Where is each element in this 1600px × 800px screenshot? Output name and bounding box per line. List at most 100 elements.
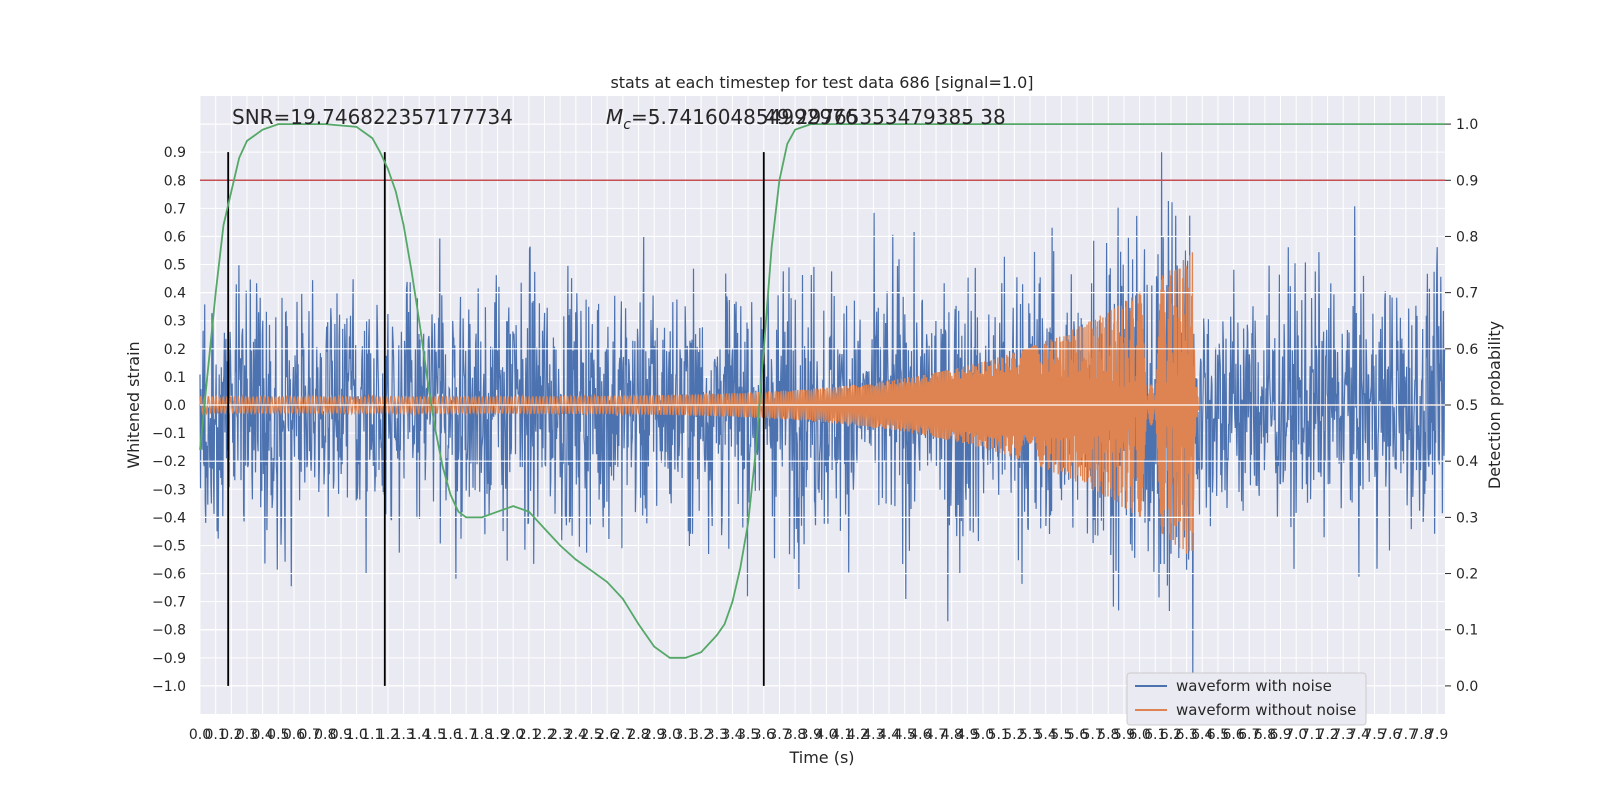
x-tick-label: 1.5 [424,727,446,743]
x-tick-label: 1.2 [377,727,399,743]
x-tick-label: 1.4 [408,727,430,743]
x-tick-label: 5.2 [1003,727,1025,743]
x-tick-label: 6.0 [1128,727,1150,743]
x-tick-label: 2.4 [565,727,587,743]
x-tick-label: 0.6 [283,727,305,743]
x-tick-label: 1.1 [361,727,383,743]
x-tick-label: 6.9 [1269,727,1291,743]
detection-probability-line [199,123,1445,659]
right-y-tick-label: 0.0 [1456,679,1478,695]
right-y-tick-label: 0.7 [1456,286,1478,302]
x-tick-label: 1.6 [439,727,461,743]
x-tick-label: 2.6 [596,727,618,743]
right-y-tick-label: 0.8 [1456,229,1478,245]
x-tick-label: 1.8 [471,727,493,743]
x-tick-label: 2.2 [533,727,555,743]
right-y-tick-label: 0.4 [1456,454,1478,470]
axis-ticks: −1.0 −0.9 −0.8 −0.7 −0.6 −0.5 −0.4 −0.3 −0.2 −0.1… [152,117,1478,743]
x-tick-label: 5.1 [988,727,1010,743]
y-tick-label: 0.0 [164,398,186,414]
mc-overlap-annotation: 49.29765353479385 38 [764,105,1006,129]
x-axis-label: Time (s) [788,748,854,767]
x-tick-label: 6.2 [1160,727,1182,743]
x-tick-label: 1.7 [455,727,477,743]
x-tick-label: 7.4 [1348,727,1370,743]
mc-symbol: M [606,105,623,129]
overlay-lines [199,123,1445,686]
x-tick-label: 1.3 [392,727,414,743]
mc-value: =5.741604854992976 [631,105,858,129]
y-tick-label: −1.0 [152,679,186,695]
x-tick-label: 7.2 [1316,727,1338,743]
y-tick-label: −0.5 [152,538,186,554]
right-y-tick-label: 0.9 [1456,173,1478,189]
x-tick-label: 4.1 [831,727,853,743]
y-tick-label: −0.9 [152,651,186,667]
x-tick-label: 7.6 [1379,727,1401,743]
right-y-tick-label: 0.6 [1456,342,1478,358]
x-tick-label: 5.9 [1113,727,1135,743]
x-tick-label: 4.4 [878,727,900,743]
x-tick-label: 2.9 [643,727,665,743]
x-tick-label: 2.8 [627,727,649,743]
x-tick-label: 3.1 [674,727,696,743]
x-tick-label: 5.7 [1082,727,1104,743]
y-tick-label: −0.4 [152,510,186,526]
y-tick-label: 0.6 [164,229,186,245]
legend-box [1126,672,1367,726]
x-tick-label: 5.0 [972,727,994,743]
x-tick-label: 7.8 [1410,727,1432,743]
x-tick-label: 2.3 [549,727,571,743]
x-tick-label: 0.3 [236,727,258,743]
y-tick-label: 0.2 [164,342,186,358]
x-tick-label: 3.6 [753,727,775,743]
legend-label-noise: waveform with noise [1176,677,1332,695]
y-tick-label: −0.2 [152,454,186,470]
x-tick-label: 4.8 [941,727,963,743]
x-tick-label: 0.9 [330,727,352,743]
y-tick-label: 0.4 [164,286,186,302]
x-tick-label: 0.7 [298,727,320,743]
x-tick-label: 6.5 [1207,727,1229,743]
x-tick-label: 0.5 [267,727,289,743]
y-tick-label: −0.1 [152,426,186,442]
mc-subscript: c [623,117,631,133]
x-tick-label: 6.1 [1144,727,1166,743]
y-tick-label: 0.1 [164,370,186,386]
x-tick-label: 3.2 [690,727,712,743]
x-tick-label: 3.5 [737,727,759,743]
y-tick-label: −0.7 [152,595,186,611]
x-tick-label: 7.1 [1301,727,1323,743]
x-tick-label: 4.2 [847,727,869,743]
x-tick-label: 5.4 [1035,727,1057,743]
x-tick-label: 7.0 [1285,727,1307,743]
x-tick-label: 6.3 [1175,727,1197,743]
x-tick-label: 3.4 [721,727,743,743]
right-y-tick-label: 0.1 [1456,623,1478,639]
x-tick-label: 5.8 [1097,727,1119,743]
x-tick-label: 4.6 [909,727,931,743]
x-tick-label: 4.3 [862,727,884,743]
y-tick-label: 0.8 [164,173,186,189]
y-tick-label: 0.7 [164,201,186,217]
x-tick-label: 3.7 [768,727,790,743]
x-tick-label: 0.4 [252,727,274,743]
x-tick-label: 7.3 [1332,727,1354,743]
x-tick-label: 4.0 [815,727,837,743]
x-tick-label: 0.1 [205,727,227,743]
right-y-tick-label: 0.5 [1456,398,1478,414]
y-axis-right-label: Detection probability [1485,321,1504,489]
x-tick-label: 7.5 [1363,727,1385,743]
x-tick-label: 7.9 [1426,727,1448,743]
x-tick-label: 5.6 [1066,727,1088,743]
x-tick-label: 4.7 [925,727,947,743]
y-tick-label: 0.3 [164,314,186,330]
x-tick-label: 3.0 [659,727,681,743]
x-tick-label: 0.0 [189,727,211,743]
x-tick-label: 6.4 [1191,727,1213,743]
right-y-tick-label: 0.3 [1456,510,1478,526]
x-tick-label: 2.5 [580,727,602,743]
x-tick-label: 2.1 [518,727,540,743]
x-tick-label: 3.9 [800,727,822,743]
